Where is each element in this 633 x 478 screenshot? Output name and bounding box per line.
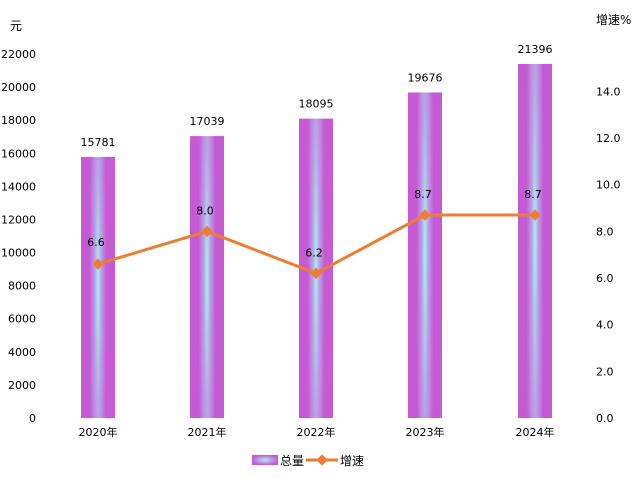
growth-marker bbox=[201, 225, 213, 237]
legend-swatch-bar bbox=[252, 455, 278, 465]
bar bbox=[518, 63, 552, 418]
x-tick-label: 2020年 bbox=[79, 425, 118, 439]
left-axis-unit: 元 bbox=[10, 19, 22, 33]
legend-swatch-marker bbox=[316, 454, 328, 466]
left-tick-label: 2000 bbox=[8, 379, 36, 392]
x-tick-label: 2021年 bbox=[188, 425, 227, 439]
growth-marker bbox=[419, 209, 431, 221]
x-tick-label: 2023年 bbox=[406, 425, 445, 439]
bar-value-label: 19676 bbox=[408, 71, 443, 84]
bar bbox=[190, 136, 224, 418]
left-tick-label: 20000 bbox=[1, 81, 36, 94]
right-tick-label: 0.0 bbox=[596, 412, 614, 425]
left-tick-label: 6000 bbox=[8, 313, 36, 326]
x-tick-label: 2022年 bbox=[297, 425, 336, 439]
left-tick-label: 12000 bbox=[1, 213, 36, 226]
bar-value-label: 18095 bbox=[299, 98, 334, 111]
left-tick-label: 0 bbox=[29, 412, 36, 425]
left-tick-label: 16000 bbox=[1, 147, 36, 160]
growth-value-label: 8.7 bbox=[524, 188, 542, 201]
growth-value-label: 8.7 bbox=[414, 188, 432, 201]
left-tick-label: 18000 bbox=[1, 114, 36, 127]
growth-marker bbox=[529, 209, 541, 221]
bar bbox=[81, 156, 115, 418]
legend: 总量 增速 bbox=[252, 454, 364, 468]
left-tick-label: 8000 bbox=[8, 280, 36, 293]
right-axis-unit: 增速% bbox=[596, 13, 631, 27]
growth-marker bbox=[310, 267, 322, 279]
growth-value-label: 6.6 bbox=[87, 236, 105, 249]
right-tick-label: 12.0 bbox=[596, 132, 621, 145]
bar-value-label: 15781 bbox=[81, 136, 116, 149]
right-tick-label: 10.0 bbox=[596, 179, 621, 192]
growth-value-label: 6.2 bbox=[305, 246, 323, 259]
legend-label-line: 增速 bbox=[340, 454, 364, 468]
left-tick-label: 14000 bbox=[1, 180, 36, 193]
right-tick-label: 8.0 bbox=[596, 225, 614, 238]
bar-value-label: 17039 bbox=[190, 115, 225, 128]
bar bbox=[408, 92, 442, 419]
bar-value-label: 21396 bbox=[518, 43, 553, 56]
right-tick-label: 2.0 bbox=[596, 365, 614, 378]
right-tick-label: 4.0 bbox=[596, 319, 614, 332]
legend-label-bar: 总量 bbox=[280, 454, 304, 468]
x-tick-label: 2024年 bbox=[516, 425, 555, 439]
left-tick-label: 4000 bbox=[8, 346, 36, 359]
growth-value-label: 8.0 bbox=[196, 204, 214, 217]
right-tick-label: 6.0 bbox=[596, 272, 614, 285]
right-tick-label: 14.0 bbox=[596, 85, 621, 98]
left-tick-label: 10000 bbox=[1, 247, 36, 260]
left-tick-label: 22000 bbox=[1, 48, 36, 61]
